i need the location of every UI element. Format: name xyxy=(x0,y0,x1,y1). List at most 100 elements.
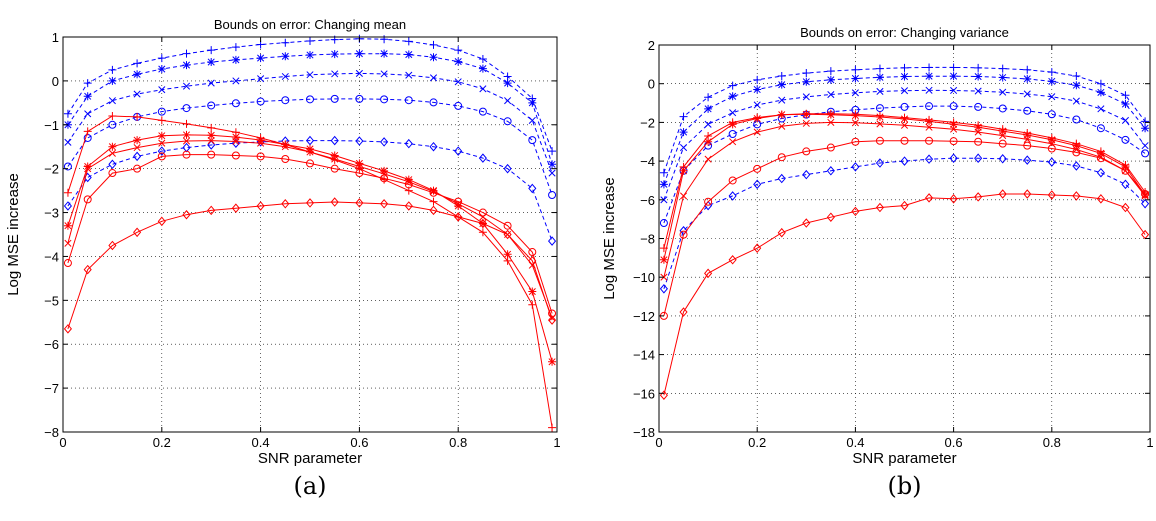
marker-plus xyxy=(704,93,713,102)
marker-circle xyxy=(281,155,290,164)
marker-star xyxy=(478,64,487,73)
marker-diamond xyxy=(182,209,191,220)
marker-diamond xyxy=(355,136,364,146)
marker-diamond xyxy=(1096,167,1105,178)
marker-circle xyxy=(875,104,884,113)
marker-diamond xyxy=(528,183,537,194)
marker-x xyxy=(108,149,116,157)
series-line xyxy=(663,140,1146,317)
marker-plus xyxy=(83,79,92,88)
series-3 xyxy=(64,69,556,177)
marker-circle xyxy=(207,101,216,110)
marker-diamond xyxy=(404,138,413,149)
marker-star xyxy=(330,50,339,59)
marker-plus xyxy=(231,43,240,52)
marker-diamond xyxy=(503,229,512,240)
y-tick-label: −2 xyxy=(44,162,59,177)
marker-diamond xyxy=(380,199,389,209)
marker-star xyxy=(925,117,934,126)
marker-diamond xyxy=(974,192,983,202)
marker-diamond xyxy=(974,153,983,163)
marker-diamond xyxy=(454,146,463,156)
marker-star xyxy=(826,75,835,84)
marker-x xyxy=(257,75,265,83)
marker-x xyxy=(778,122,786,130)
marker-x xyxy=(548,314,556,322)
marker-circle xyxy=(108,120,117,129)
marker-x xyxy=(1072,97,1080,105)
marker-x xyxy=(479,85,487,93)
marker-diamond xyxy=(83,264,92,275)
marker-x xyxy=(827,118,835,126)
marker-x xyxy=(331,70,339,78)
marker-plus xyxy=(949,63,958,72)
marker-circle xyxy=(63,162,72,171)
marker-circle xyxy=(63,259,72,268)
marker-diamond xyxy=(1141,198,1150,209)
marker-circle xyxy=(974,102,983,111)
marker-circle xyxy=(528,248,537,257)
marker-x xyxy=(999,88,1007,96)
chart-a: 0 0.2 0.4 0.6 0.8 1 −8 −7 −6 −5 −4 −3 −2 −1 0 1 Bounds o… xyxy=(5,17,561,500)
marker-plus xyxy=(1047,68,1056,77)
marker-star xyxy=(777,80,786,89)
marker-diamond xyxy=(777,227,786,238)
marker-x xyxy=(133,90,141,98)
marker-star xyxy=(157,131,166,140)
marker-plus xyxy=(108,112,117,120)
marker-plus xyxy=(548,423,557,432)
marker-circle xyxy=(503,117,512,126)
marker-diamond xyxy=(1121,179,1130,190)
marker-star xyxy=(108,76,117,85)
marker-plus xyxy=(108,65,117,74)
marker-x xyxy=(851,119,859,127)
marker-diamond xyxy=(207,140,216,150)
y-axis-label: Log MSE increase xyxy=(5,173,22,296)
marker-x xyxy=(182,137,191,145)
marker-circle xyxy=(429,188,438,197)
y-axis-label: Log MSE increase xyxy=(601,177,618,300)
marker-circle xyxy=(306,159,314,168)
marker-plus xyxy=(454,46,463,55)
marker-x xyxy=(454,200,462,208)
marker-plus xyxy=(998,64,1007,73)
marker-diamond xyxy=(1047,157,1056,167)
marker-plus xyxy=(63,109,72,118)
marker-star xyxy=(182,61,191,70)
marker-circle xyxy=(802,147,811,156)
marker-x xyxy=(84,165,92,173)
x-tick-label: 0 xyxy=(655,435,662,450)
marker-plus xyxy=(925,63,934,72)
marker-x xyxy=(182,82,191,90)
marker-star xyxy=(1141,190,1150,199)
marker-x xyxy=(851,89,859,97)
marker-circle xyxy=(330,164,339,173)
series-line xyxy=(67,140,553,242)
marker-star xyxy=(777,110,786,119)
marker-diamond xyxy=(1096,194,1105,204)
marker-x xyxy=(778,96,786,104)
series-7 xyxy=(659,110,1150,264)
marker-diamond xyxy=(429,205,438,216)
marker-plus xyxy=(1141,117,1150,126)
marker-star xyxy=(306,144,314,153)
marker-x xyxy=(380,70,388,78)
series-line xyxy=(663,66,1146,173)
y-tick-label: −4 xyxy=(44,249,59,264)
series-2 xyxy=(63,49,557,169)
marker-star xyxy=(659,255,668,264)
marker-diamond xyxy=(330,135,339,146)
y-tick-label: −10 xyxy=(633,270,655,285)
marker-star xyxy=(528,98,537,107)
marker-star xyxy=(133,136,142,145)
series-line xyxy=(67,154,553,314)
marker-x xyxy=(306,148,314,156)
marker-circle xyxy=(231,151,240,160)
y-tick-label: 0 xyxy=(648,77,655,92)
marker-plus xyxy=(1096,79,1105,88)
y-tick-label: −18 xyxy=(633,425,655,440)
marker-plus xyxy=(1023,65,1032,74)
marker-x xyxy=(999,132,1007,140)
marker-circle xyxy=(925,136,934,145)
